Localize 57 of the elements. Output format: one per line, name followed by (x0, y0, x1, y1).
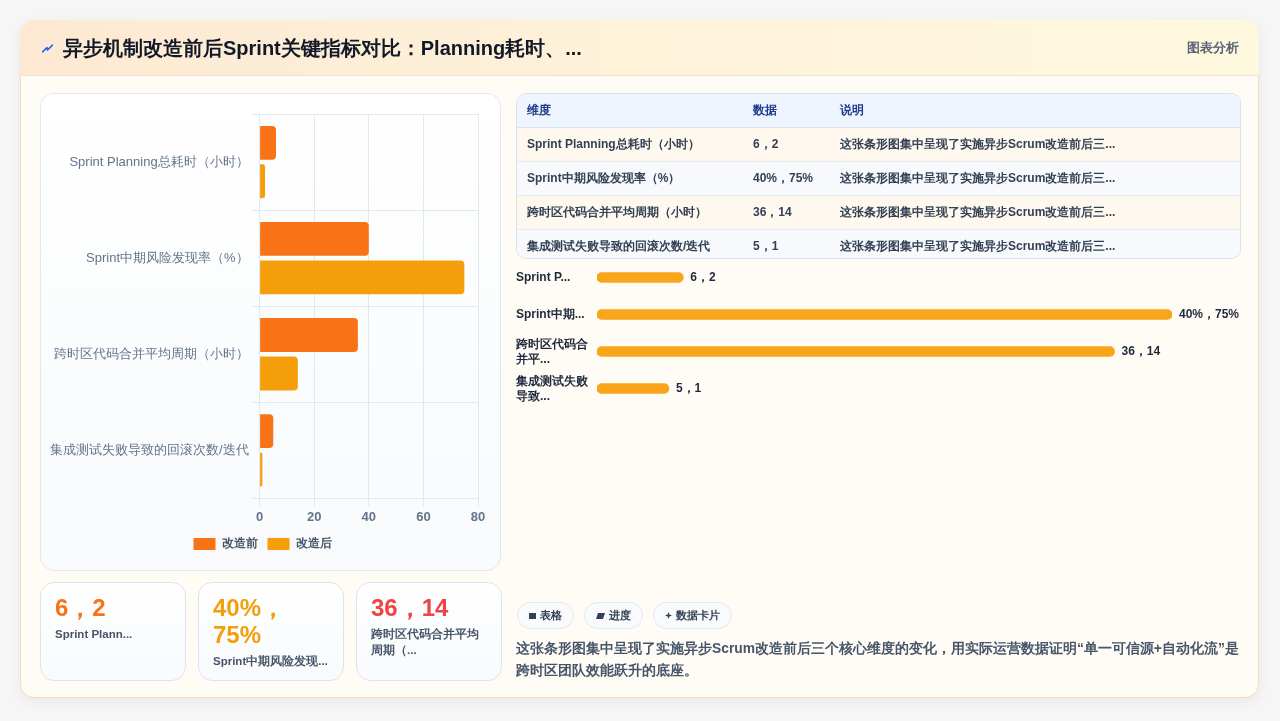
text: 异步机制改造前后Sprint关键指标对比：Planning耗时、... (63, 36, 582, 61)
bar (260, 414, 274, 449)
text: 40%，75% (213, 594, 286, 648)
bar (597, 346, 1115, 357)
data-label: 40%，75% (1179, 306, 1240, 321)
bar (597, 383, 670, 394)
bar (260, 260, 465, 295)
pill-tab: 表格 (517, 602, 574, 629)
x-tick-label: 20 (306, 508, 322, 524)
data-label: 6，2 (690, 269, 716, 284)
y-tick-label: 跨时区代码合并平... (516, 335, 589, 368)
category-label: Sprint Planning总耗时（小时） (527, 136, 700, 153)
category-label: 跨时区代码合并平均周期（... (371, 626, 480, 658)
category-label: 跨时区代码合并平均周期（小时） (527, 204, 707, 221)
pill-tab: 数据卡片 (653, 602, 732, 629)
bar (260, 164, 266, 199)
y-tick-label: 集成测试失败导致的回滚次数/迭代 (49, 441, 249, 457)
y-tick-label: Sprint中期风险发现率（%） (86, 249, 249, 265)
x-tick-label: 80 (470, 508, 486, 524)
category-label: Sprint中期风险发现率（%） (527, 170, 681, 187)
text: 说明 (840, 102, 864, 119)
bar (597, 272, 684, 283)
bar (597, 309, 1172, 320)
x-tick-label: 0 (255, 508, 264, 524)
text: 5，1 (753, 239, 779, 253)
pill-tab: 进度 (584, 602, 643, 629)
text: 40%，75% (753, 171, 814, 185)
bar (260, 125, 276, 160)
legend-label: 改造前 (221, 536, 258, 551)
text: 维度 (527, 102, 551, 119)
text: 这张条形图集中呈现了实施异步Scrum改造前后三个核心维度的变化，用实际运营数据证明“单一可信源+自动化流”是跨时区团队效能跃升的底座。 (516, 640, 1240, 680)
bar (260, 222, 369, 256)
text: 图表分析 (1187, 39, 1239, 57)
data-label: 5，1 (675, 380, 702, 395)
y-tick-label: 跨时区代码合并平均周期（小时） (53, 345, 249, 361)
data-label: 36，14 (1121, 343, 1161, 358)
text: 6，2 (753, 137, 779, 151)
text: 这张条形图集中呈现了实施异步Scrum改造前后三... (840, 170, 1116, 187)
category-label: Sprint中期风险发现... (213, 654, 329, 669)
text: 这张条形图集中呈现了实施异步Scrum改造前后三... (840, 136, 1116, 153)
text: 6，2 (55, 594, 106, 621)
legend-label: 改造后 (295, 536, 332, 551)
category-label: Sprint Plann... (55, 627, 134, 642)
y-tick-label: Sprint P... (516, 269, 572, 286)
bar (260, 318, 358, 352)
x-tick-label: 40 (361, 508, 377, 524)
text: 36，14 (371, 594, 449, 621)
y-tick-label: Sprint中期... (516, 306, 586, 323)
text: 36，14 (753, 205, 792, 219)
bar (260, 356, 298, 391)
y-tick-label: Sprint Planning总耗时（小时） (69, 153, 249, 169)
x-tick-label: 60 (416, 508, 431, 524)
text: 这张条形图集中呈现了实施异步Scrum改造前后三... (840, 204, 1116, 221)
text: 数据 (753, 102, 777, 119)
text: 这张条形图集中呈现了实施异步Scrum改造前后三... (840, 238, 1116, 255)
category-label: 集成测试失败导致的回滚次数/迭代 (527, 238, 711, 255)
y-tick-label: 集成测试失败导致... (516, 372, 589, 405)
